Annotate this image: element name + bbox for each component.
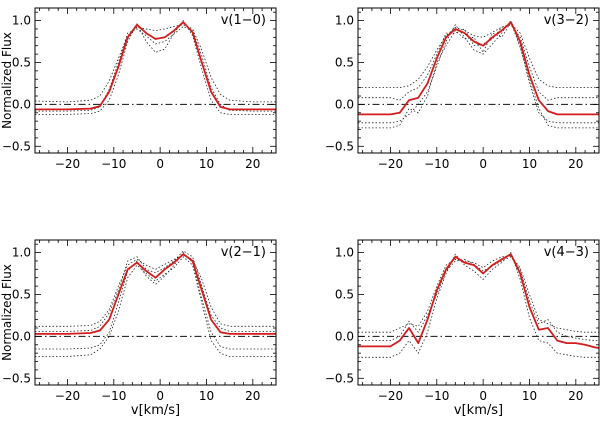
x-tick-label: 10 (522, 157, 537, 171)
panel-title: v(2−1) (221, 245, 266, 260)
x-tick-label: 20 (568, 389, 583, 403)
x-tick-label: −10 (101, 157, 126, 171)
panel-title: v(3−2) (544, 13, 589, 28)
plot-frame (357, 239, 600, 386)
y-tick-label: 1.0 (335, 14, 354, 28)
x-tick-label: 0 (479, 157, 487, 171)
mean-profile-line (35, 253, 276, 335)
x-tick-label: −20 (55, 157, 80, 171)
individual-profile-line (358, 19, 599, 124)
x-tick-label: 20 (245, 389, 260, 403)
y-tick-label: −0.5 (2, 371, 31, 385)
x-tick-label: 0 (479, 389, 487, 403)
individual-profile-line (35, 24, 276, 103)
panel-title: v(1−0) (221, 13, 266, 28)
y-tick-label: −0.5 (2, 139, 31, 153)
y-tick-label: 1.0 (335, 246, 354, 260)
y-tick-label: 0.0 (12, 97, 31, 111)
panel-title: v(4−3) (544, 245, 589, 260)
individual-profile-line (35, 256, 276, 357)
x-tick-label: 0 (156, 389, 164, 403)
x-tick-label: −10 (424, 157, 449, 171)
y-axis-label: Normalized Flux (0, 264, 14, 361)
individual-profile-line (35, 19, 276, 115)
x-tick-label: 20 (568, 157, 583, 171)
plot-frame (357, 7, 600, 154)
panel-v2-1: −20 −10 0 10 20 −0.5 0.0 0.5 1.0 v(2−1) Normalized… (0, 239, 277, 418)
individual-profile-line (358, 21, 599, 129)
x-tick-label: 10 (522, 389, 537, 403)
panel-v4-3: −20 −10 0 10 20 −0.5 0.0 0.5 1.0 v(4−3) v[km/s] (325, 239, 600, 418)
panel-v1-0: −20 −10 0 10 20 −0.5 0.0 0.5 1.0 v(1−0) Normalized… (0, 7, 277, 171)
y-tick-label: 0.5 (335, 287, 354, 301)
x-tick-label: −10 (101, 389, 126, 403)
individual-profile-line (358, 256, 599, 342)
x-tick-label: 10 (199, 157, 214, 171)
individual-profile-line (358, 23, 599, 88)
individual-profile-line (35, 250, 276, 332)
mean-profile-line (35, 21, 276, 111)
individual-profile-line (35, 25, 276, 112)
y-tick-label: 0.0 (12, 329, 31, 343)
plot-frame (34, 239, 277, 386)
y-tick-label: 0.0 (335, 329, 354, 343)
mean-profile-line (358, 21, 599, 116)
x-tick-label: −20 (378, 157, 403, 171)
y-tick-label: 0.5 (12, 55, 31, 69)
plot-frame (34, 7, 277, 154)
x-tick-label: −20 (55, 389, 80, 403)
x-tick-label: −20 (378, 389, 403, 403)
y-tick-label: 1.0 (12, 14, 31, 28)
y-tick-label: 1.0 (12, 246, 31, 260)
y-tick-label: −0.5 (325, 371, 354, 385)
individual-profile-line (35, 254, 276, 327)
y-tick-label: 0.0 (335, 97, 354, 111)
individual-profile-line (358, 251, 599, 358)
mean-profile-line (358, 253, 599, 349)
x-tick-label: 10 (199, 389, 214, 403)
y-tick-label: 0.5 (12, 287, 31, 301)
individual-profile-line (358, 255, 599, 333)
x-axis-label: v[km/s] (454, 403, 503, 418)
x-tick-label: −10 (424, 389, 449, 403)
x-tick-label: 20 (245, 157, 260, 171)
y-tick-label: 0.5 (335, 55, 354, 69)
x-axis-label: v[km/s] (131, 403, 180, 418)
panel-v3-2: −20 −10 0 10 20 −0.5 0.0 0.5 1.0 v(3−2) (325, 7, 600, 171)
x-tick-label: 0 (156, 157, 164, 171)
y-tick-label: −0.5 (325, 139, 354, 153)
y-axis-label: Normalized Flux (0, 32, 14, 129)
